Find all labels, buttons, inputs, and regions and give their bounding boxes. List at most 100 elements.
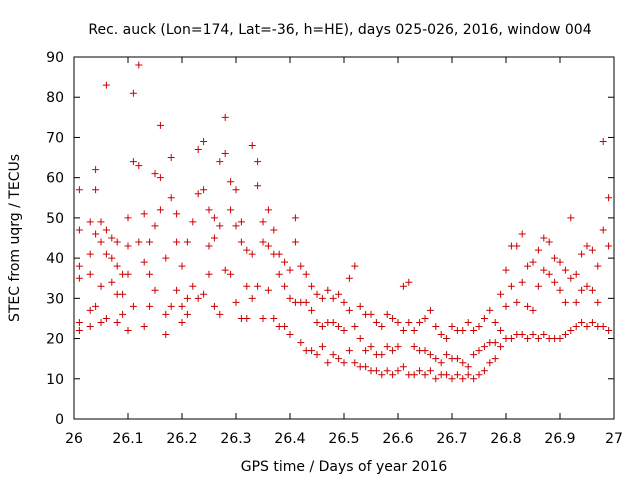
data-point (416, 367, 424, 375)
data-point (102, 250, 110, 258)
data-point (318, 294, 326, 302)
data-point (480, 343, 488, 351)
data-point (556, 286, 564, 294)
data-point (162, 254, 170, 262)
data-point (194, 294, 202, 302)
data-point (426, 351, 434, 359)
data-point (518, 278, 526, 286)
data-point (281, 282, 289, 290)
data-point (183, 310, 191, 318)
data-point (475, 322, 483, 330)
data-point (205, 206, 213, 214)
data-point (156, 206, 164, 214)
data-point (578, 250, 586, 258)
x-tick-labels: 26 26.1 26.2 26.3 26.4 26.5 26.6 26.7 26.8 26.9 27 (65, 431, 623, 447)
data-point (264, 242, 272, 250)
data-point (534, 246, 542, 254)
data-point (524, 302, 532, 310)
data-point (383, 367, 391, 375)
data-point (308, 282, 316, 290)
data-point (464, 363, 472, 371)
data-point (216, 158, 224, 166)
data-point (416, 318, 424, 326)
data-point (210, 214, 218, 222)
data-point (221, 113, 229, 121)
data-point (92, 186, 100, 194)
data-point (518, 331, 526, 339)
data-point (443, 335, 451, 343)
x-tick-label: 27 (605, 431, 623, 447)
data-point (399, 363, 407, 371)
data-point (232, 186, 240, 194)
data-point (146, 302, 154, 310)
data-point (92, 166, 100, 174)
data-point (605, 242, 613, 250)
data-point (480, 367, 488, 375)
data-point (210, 302, 218, 310)
y-tick-label: 10 (46, 372, 64, 388)
plot-frame (73, 56, 615, 420)
data-point (594, 262, 602, 270)
data-point (297, 262, 305, 270)
data-point (75, 186, 83, 194)
data-point (156, 174, 164, 182)
data-point (108, 254, 116, 262)
data-point (345, 274, 353, 282)
y-tick-label: 80 (46, 90, 64, 106)
data-point (237, 238, 245, 246)
data-point (216, 310, 224, 318)
data-point (124, 327, 132, 335)
data-point (540, 234, 548, 242)
data-point (243, 314, 251, 322)
data-point (178, 262, 186, 270)
data-point (324, 359, 332, 367)
data-point (475, 371, 483, 379)
data-point (75, 274, 83, 282)
y-tick-labels: 0 10 20 30 40 50 60 70 80 90 (46, 50, 64, 428)
data-point (383, 343, 391, 351)
y-tick-label: 50 (46, 211, 64, 227)
data-point (335, 355, 343, 363)
data-point (605, 194, 613, 202)
data-point (119, 310, 127, 318)
data-point (167, 154, 175, 162)
data-point (254, 282, 262, 290)
data-point (410, 327, 418, 335)
data-point (394, 318, 402, 326)
x-tick-label: 26.5 (328, 431, 359, 447)
data-point (545, 238, 553, 246)
data-point (561, 298, 569, 306)
data-point (572, 270, 580, 278)
data-point (194, 190, 202, 198)
x-tick-label: 26.2 (166, 431, 197, 447)
data-point (324, 286, 332, 294)
data-point (470, 375, 478, 383)
data-point (335, 322, 343, 330)
data-point (210, 234, 218, 242)
data-point (86, 250, 94, 258)
data-point (264, 286, 272, 294)
data-point (259, 218, 267, 226)
data-point (108, 278, 116, 286)
data-point (599, 137, 607, 145)
data-point (367, 310, 375, 318)
data-point (513, 242, 521, 250)
data-point (129, 158, 137, 166)
data-point (432, 355, 440, 363)
data-point (86, 270, 94, 278)
data-point (378, 371, 386, 379)
data-point (75, 318, 83, 326)
data-point (329, 294, 337, 302)
data-point (259, 238, 267, 246)
data-point (540, 331, 548, 339)
data-point (205, 270, 213, 278)
data-point (518, 230, 526, 238)
data-point (448, 322, 456, 330)
y-tick-label: 40 (46, 251, 64, 267)
data-point (302, 298, 310, 306)
data-point (340, 359, 348, 367)
data-point (524, 335, 532, 343)
data-point (394, 367, 402, 375)
data-point (356, 302, 364, 310)
x-tick-label: 26.8 (490, 431, 521, 447)
